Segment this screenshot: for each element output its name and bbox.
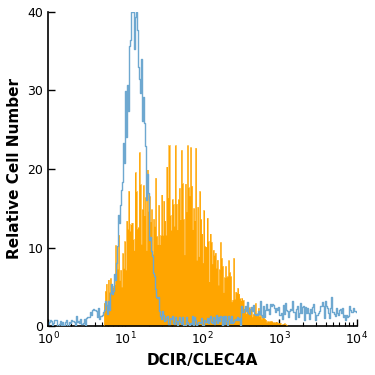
X-axis label: DCIR/CLEC4A: DCIR/CLEC4A bbox=[147, 353, 258, 368]
Y-axis label: Relative Cell Number: Relative Cell Number bbox=[7, 78, 22, 260]
